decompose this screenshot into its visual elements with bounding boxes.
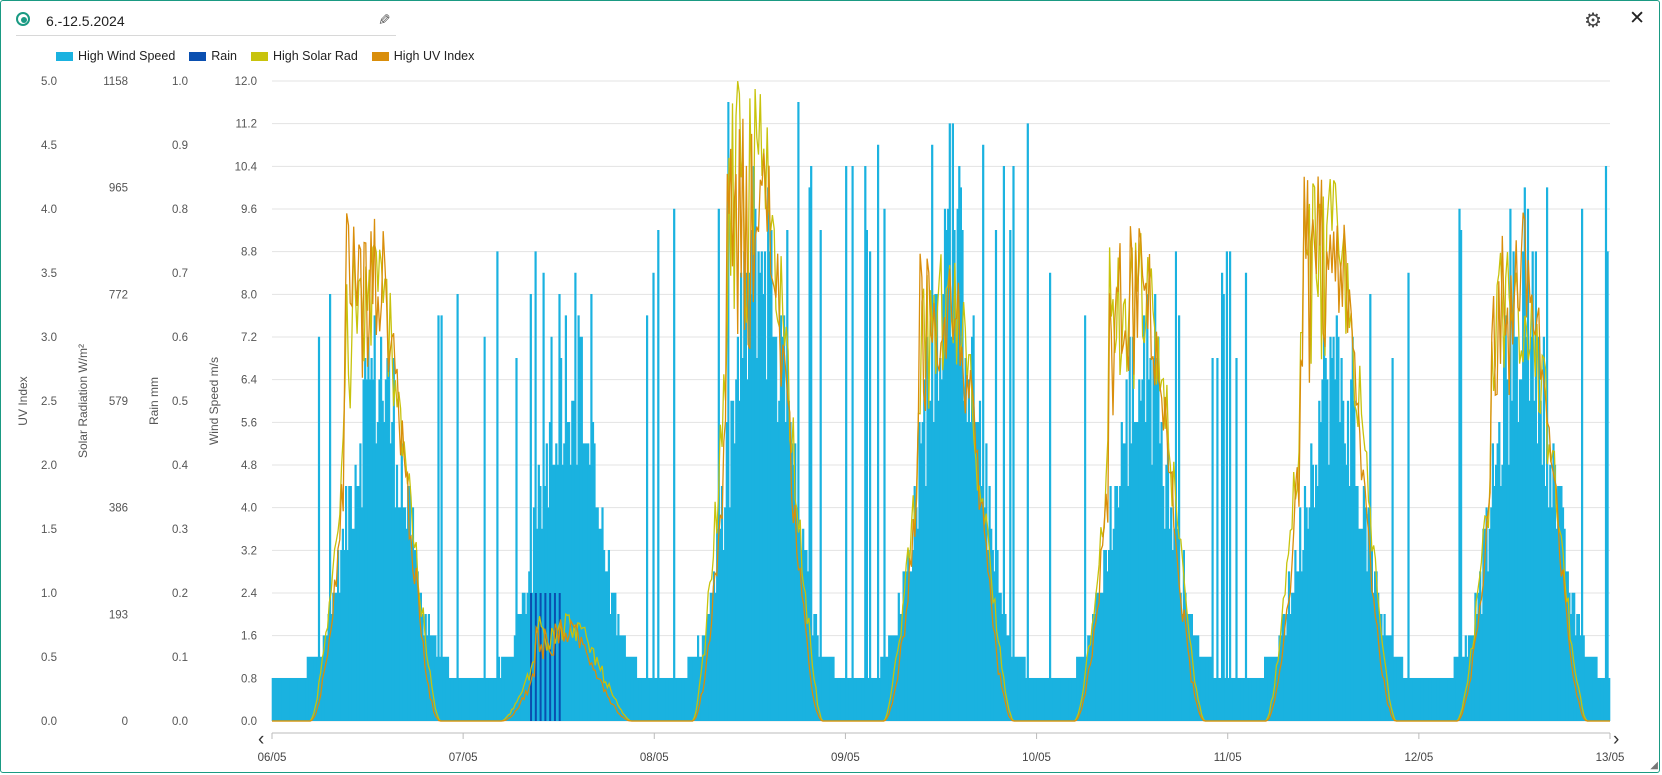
rain-tick-label: 0.1 [172,652,188,664]
title-field[interactable]: 6.-12.5.2024 ✎ [16,11,396,36]
rain-tick-label: 1.0 [172,76,188,88]
rain-bar [558,593,561,721]
x-tick-label: 07/05 [449,752,478,764]
rain-bar [539,593,542,721]
uv-tick-label: 3.5 [41,268,57,280]
x-tick-label: 09/05 [831,752,860,764]
rain-tick-label: 0.7 [172,268,188,280]
solar-tick-label: 0 [122,716,128,728]
wind-tick-label: 10.4 [235,161,258,173]
wind-tick-label: 4.8 [241,460,257,472]
solar-tick-label: 579 [109,396,128,408]
chevron-right-icon[interactable]: › [1613,729,1619,750]
wind-tick-label: 7.2 [241,332,257,344]
uv-series [272,118,1610,722]
legend-label: High Wind Speed [78,49,176,63]
solar-axis-title: Solar Radiation W/m² [76,344,90,458]
legend-item-uv[interactable]: High UV Index [371,48,475,64]
legend-swatch [189,51,207,61]
wind-axis-title: Wind Speed m/s [207,357,221,445]
solar-tick-label: 386 [109,503,128,515]
legend-swatch [251,51,268,61]
rain-tick-label: 0.5 [172,396,188,408]
rain-tick-label: 0.9 [172,140,188,152]
rain-axis-title: Rain mm [147,377,161,425]
x-tick-label: 08/05 [640,752,669,764]
wind-tick-label: 3.2 [241,545,257,557]
legend-item-solar[interactable]: High Solar Rad [251,48,358,64]
legend-label: Rain [211,49,237,63]
rain-bar [553,593,556,721]
rain-bar [549,593,552,721]
close-icon[interactable]: ✕ [1629,8,1645,29]
solar-tick-label: 772 [109,289,128,301]
chevron-left-icon[interactable]: ‹ [258,729,264,750]
wind-tick-label: 8.0 [241,289,257,301]
wind-tick-label: 8.8 [241,247,257,259]
wind-tick-label: 0.0 [241,716,257,728]
x-tick-label: 13/05 [1596,752,1625,764]
resize-handle-icon[interactable]: ◢ [1650,760,1658,771]
axes: 0.0 0.8 1.6 2.4 3.2 4.0 4.8 5.6 6.4 7.2 8.0 8.8 9.6 1… [16,76,1624,764]
uv-axis-title: UV Index [16,376,30,425]
solar-tick-label: 1158 [103,76,128,88]
chart-legend: High Wind Speed Rain High Solar Rad High… [56,48,474,64]
wind-series [271,102,1611,721]
status-dot-icon [16,12,30,26]
wind-tick-label: 0.8 [241,673,257,685]
rain-bar [544,593,547,721]
uv-tick-label: 2.0 [41,460,57,472]
uv-tick-label: 3.0 [41,332,57,344]
wind-tick-label: 1.6 [241,631,257,643]
legend-swatch [371,51,389,61]
uv-tick-label: 5.0 [41,76,57,88]
wind-bars [271,102,1611,721]
uv-tick-label: 4.0 [41,204,57,216]
wind-tick-label: 12.0 [235,76,257,88]
rain-tick-label: 0.4 [172,460,189,472]
wind-tick-label: 9.6 [241,204,257,216]
solar-tick-label: 193 [109,609,128,621]
legend-item-wind[interactable]: High Wind Speed [56,48,175,64]
rain-tick-label: 0.0 [172,716,188,728]
uv-line [272,118,1610,722]
wind-tick-label: 5.6 [241,417,257,429]
wind-tick-label: 11.2 [235,119,257,131]
solar-tick-label: 965 [109,183,128,195]
page-title[interactable]: 6.-12.5.2024 [46,13,125,29]
uv-tick-label: 0.0 [41,716,57,728]
rain-bar [534,593,537,721]
rain-tick-label: 0.8 [172,204,188,216]
uv-tick-label: 1.0 [41,588,57,600]
x-tick-label: 10/05 [1022,752,1051,764]
x-tick-label: 11/05 [1214,752,1242,764]
uv-tick-label: 1.5 [41,524,57,536]
uv-tick-label: 2.5 [41,396,57,408]
wind-tick-label: 6.4 [241,375,258,387]
rain-tick-label: 0.6 [172,332,188,344]
rain-bar [530,593,533,721]
legend-label: High UV Index [393,49,475,63]
wind-tick-label: 4.0 [241,503,257,515]
uv-tick-label: 4.5 [41,140,57,152]
rain-tick-label: 0.3 [172,524,188,536]
rain-tick-label: 0.2 [172,588,188,600]
x-tick-label: 12/05 [1404,752,1433,764]
legend-item-rain[interactable]: Rain [189,48,237,64]
rain-series [530,593,561,721]
x-tick-label: 06/05 [258,752,287,764]
uv-tick-label: 0.5 [41,652,57,664]
gear-icon[interactable]: ⚙ [1584,10,1602,32]
wind-tick-label: 2.4 [241,588,258,600]
legend-swatch [56,51,73,61]
legend-label: High Solar Rad [273,49,358,63]
